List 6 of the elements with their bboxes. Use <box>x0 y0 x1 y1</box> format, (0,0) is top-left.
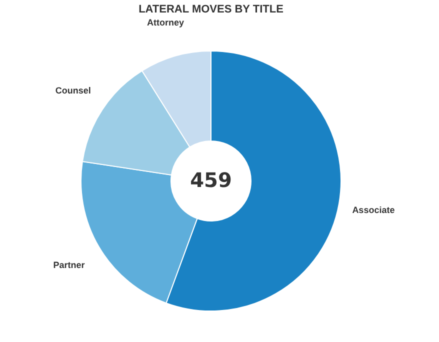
text: 459 <box>190 168 232 192</box>
slice-label: Partner <box>53 260 86 270</box>
chart-title: LATERAL MOVES BY TITLE <box>138 3 284 16</box>
slice-label: Attorney <box>146 17 184 28</box>
slice-label: Counsel <box>55 85 91 96</box>
slice-label: Associate <box>352 204 395 215</box>
